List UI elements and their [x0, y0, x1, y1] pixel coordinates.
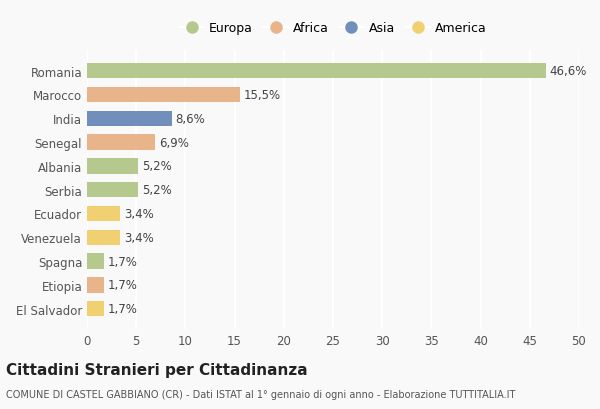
Text: 8,6%: 8,6% — [176, 112, 205, 126]
Text: Cittadini Stranieri per Cittadinanza: Cittadini Stranieri per Cittadinanza — [6, 362, 308, 377]
Bar — [87, 88, 239, 103]
Bar — [87, 230, 121, 245]
Text: 6,9%: 6,9% — [159, 136, 189, 149]
Text: 1,7%: 1,7% — [107, 302, 137, 315]
Text: 1,7%: 1,7% — [107, 255, 137, 268]
Bar — [87, 135, 155, 151]
Legend: Europa, Africa, Asia, America: Europa, Africa, Asia, America — [175, 18, 491, 39]
Text: COMUNE DI CASTEL GABBIANO (CR) - Dati ISTAT al 1° gennaio di ogni anno - Elabora: COMUNE DI CASTEL GABBIANO (CR) - Dati IS… — [6, 389, 515, 399]
Text: 3,4%: 3,4% — [124, 207, 154, 220]
Bar — [87, 277, 104, 293]
Bar — [87, 254, 104, 269]
Text: 5,2%: 5,2% — [142, 184, 172, 197]
Text: 15,5%: 15,5% — [244, 89, 281, 102]
Bar — [87, 182, 138, 198]
Text: 1,7%: 1,7% — [107, 279, 137, 292]
Bar — [87, 301, 104, 317]
Bar — [87, 159, 138, 174]
Text: 5,2%: 5,2% — [142, 160, 172, 173]
Bar — [87, 64, 545, 79]
Text: 3,4%: 3,4% — [124, 231, 154, 244]
Text: 46,6%: 46,6% — [550, 65, 587, 78]
Bar — [87, 111, 172, 127]
Bar — [87, 206, 121, 222]
